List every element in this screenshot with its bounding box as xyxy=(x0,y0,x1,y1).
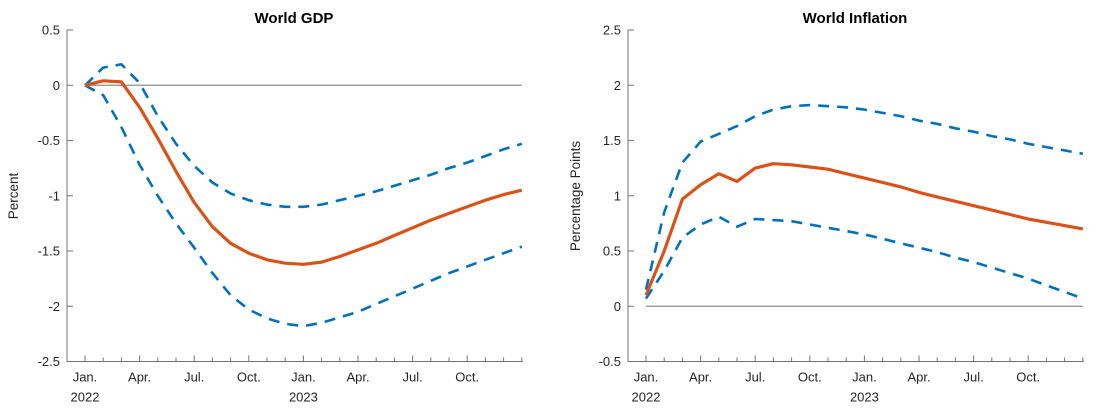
x-tick-label: Oct. xyxy=(798,370,822,385)
y-tick-label: -0.5 xyxy=(599,354,621,369)
series-central-estimate xyxy=(84,79,523,266)
y-tick-label: -2 xyxy=(48,299,60,314)
y-tick-label: 2 xyxy=(614,78,621,93)
x-tick-label: Apr. xyxy=(907,370,930,385)
x-tick-label: Apr. xyxy=(128,370,151,385)
x-tick-label: Jan. xyxy=(634,370,659,385)
series-upper-band xyxy=(84,63,523,209)
x-year-label: 2023 xyxy=(850,390,879,405)
world-gdp-plot-area: 0.5 0 -0.5 -1 -1.5 -2 -2.5 Jan. 2022 Apr. Jul. Oct.… xyxy=(38,23,523,405)
y-tick-label: -0.5 xyxy=(38,133,60,148)
y-tick-label: 0 xyxy=(614,299,621,314)
x-tick-label: Jul. xyxy=(963,370,983,385)
y-tick-label: 1.5 xyxy=(603,133,621,148)
x-tick-label: Jan. xyxy=(291,370,316,385)
y-tick-label: -2.5 xyxy=(38,354,60,369)
y-tick-label: -1 xyxy=(48,188,60,203)
x-tick-label: Apr. xyxy=(346,370,369,385)
series-lower-band xyxy=(644,215,1084,300)
series-lower-band xyxy=(84,84,523,328)
x-tick-label: Oct. xyxy=(1016,370,1040,385)
x-tick-label: Jul. xyxy=(184,370,204,385)
y-tick-label: 0.5 xyxy=(42,23,60,38)
world-inflation-plot-area: 2.5 2 1.5 1 0.5 0 -0.5 Jan. 2022 Apr. Jul. Oct. Jan.… xyxy=(599,23,1084,405)
y-axis-label-inflation: Percentage Points xyxy=(568,141,583,252)
chart-title-gdp: World GDP xyxy=(255,10,334,27)
series-central-estimate xyxy=(644,162,1084,296)
y-tick-label: 2.5 xyxy=(603,23,621,38)
y-tick-label: 1 xyxy=(614,188,621,203)
x-tick-label: Jul. xyxy=(402,370,422,385)
x-tick-label: Oct. xyxy=(237,370,261,385)
y-tick-label: -1.5 xyxy=(38,244,60,259)
series-upper-band xyxy=(644,103,1084,290)
x-tick-label: Jan. xyxy=(73,370,98,385)
x-year-label: 2022 xyxy=(632,390,661,405)
axis-lines xyxy=(627,30,1084,362)
x-year-label: 2022 xyxy=(71,390,100,405)
x-tick-label: Oct. xyxy=(455,370,479,385)
y-axis-label-gdp: Percent xyxy=(6,172,21,219)
y-tick-label: 0 xyxy=(53,78,60,93)
y-tick-label: 0.5 xyxy=(603,244,621,259)
x-tick-label: Jul. xyxy=(745,370,765,385)
x-year-label: 2023 xyxy=(289,390,318,405)
chart-title-inflation: World Inflation xyxy=(803,10,908,27)
x-tick-label: Apr. xyxy=(689,370,712,385)
x-tick-label: Jan. xyxy=(852,370,877,385)
